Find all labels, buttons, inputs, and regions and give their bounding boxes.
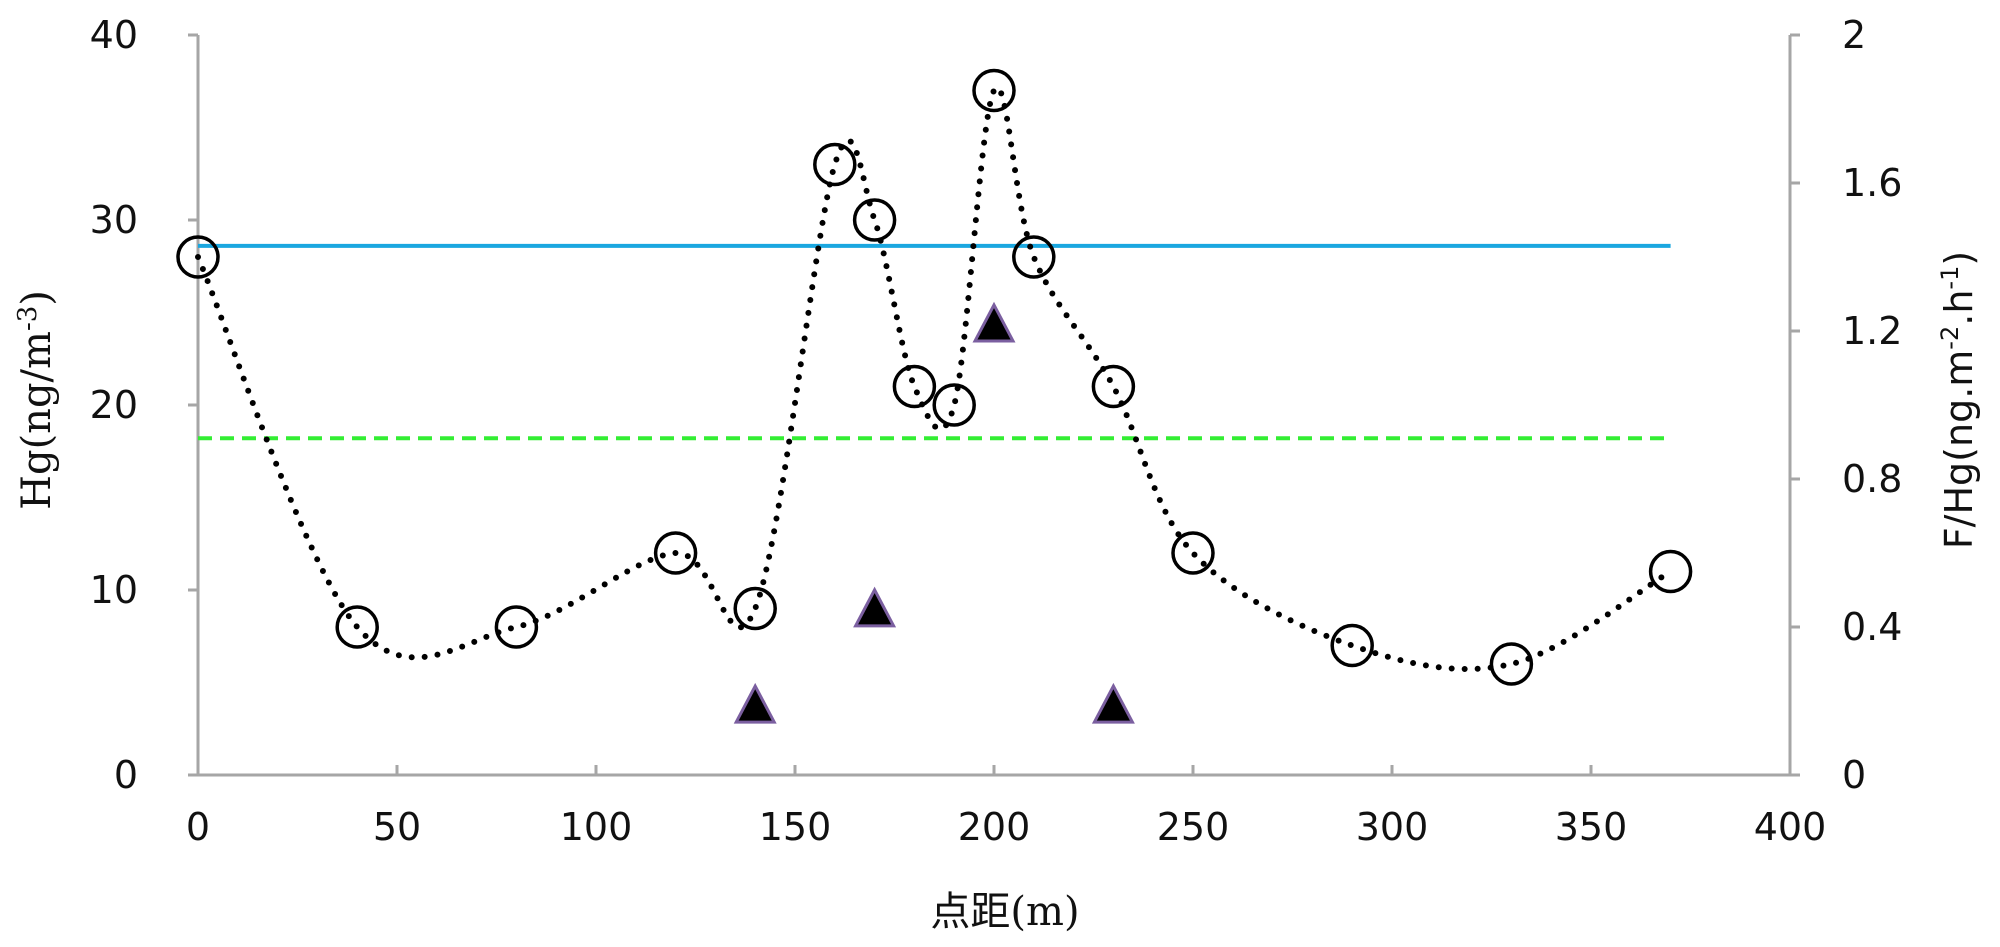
right-y-tick-label: 1.6 [1842, 161, 1902, 205]
right-y-tick-label: 0 [1842, 753, 1866, 797]
left-y-tick-label: 20 [90, 383, 138, 427]
x-tick-label: 300 [1356, 805, 1429, 849]
x-tick-label: 0 [186, 805, 210, 849]
reference-lines [198, 243, 1671, 441]
right-y-tick-label: 2 [1842, 13, 1866, 57]
data-point-circle [176, 235, 220, 279]
data-point-circle [1171, 531, 1215, 575]
left-y-axis-title: Hg(ng/m-3) [13, 290, 60, 510]
right-y-tick-label: 0.4 [1842, 605, 1902, 649]
data-point-circle [1012, 235, 1056, 279]
left-y-tick-label: 30 [90, 198, 138, 242]
x-tick-label: 200 [958, 805, 1031, 849]
right-y-title-sup2: -1 [1936, 266, 1964, 290]
right-y-axis-ticks: 0 0.4 0.8 1.2 1.6 2 [1790, 13, 1902, 797]
right-y-tick-label: 1.2 [1842, 309, 1902, 353]
left-y-axis-ticks: 0 10 20 30 40 [90, 13, 198, 797]
data-point-circle [972, 68, 1016, 113]
x-axis-title: 点距(m) [930, 889, 1079, 935]
data-point-circle [932, 383, 976, 427]
data-point-circle [1648, 549, 1693, 594]
data-point-circle [892, 364, 937, 409]
series-layer [176, 68, 1693, 724]
x-tick-label: 100 [560, 805, 633, 849]
right-y-title-sup1: -2 [1936, 326, 1964, 350]
data-point-circle [1330, 623, 1374, 668]
right-y-title-main: F/Hg(ng.m [1937, 350, 1981, 549]
left-y-title-main: Hg(ng/m [14, 331, 60, 510]
data-point-triangle [733, 682, 777, 724]
data-point-circle [335, 605, 379, 649]
x-tick-label: 150 [759, 805, 832, 849]
data-point-triangle [1091, 682, 1135, 724]
x-tick-label: 50 [373, 805, 421, 849]
data-point-circle [494, 605, 539, 649]
x-tick-label: 250 [1157, 805, 1230, 849]
data-point-circle [733, 586, 777, 631]
right-y-title-end: ) [1937, 251, 1981, 266]
data-point-circle [1091, 364, 1136, 409]
data-point-circle [813, 142, 857, 187]
right-y-axis-title: F/Hg(ng.m-2.h-1) [1936, 251, 1981, 549]
data-point-circle [852, 198, 897, 242]
left-y-tick-label: 0 [114, 753, 138, 797]
left-y-tick-label: 40 [90, 13, 138, 57]
x-tick-label: 350 [1555, 805, 1628, 849]
left-y-tick-label: 10 [90, 568, 138, 612]
data-point-triangle [972, 301, 1016, 343]
data-point-circle [1489, 642, 1534, 686]
x-tick-label: 400 [1754, 805, 1827, 849]
left-y-title-end: ) [14, 290, 60, 306]
left-y-title-sup: -3 [13, 306, 43, 331]
data-point-triangle [853, 586, 897, 628]
right-y-tick-label: 0.8 [1842, 457, 1902, 501]
x-axis-ticks: 0 50 100 150 200 250 300 350 400 [186, 765, 1826, 849]
data-point-circle [653, 531, 698, 575]
right-y-title-mid: .h [1937, 290, 1981, 326]
